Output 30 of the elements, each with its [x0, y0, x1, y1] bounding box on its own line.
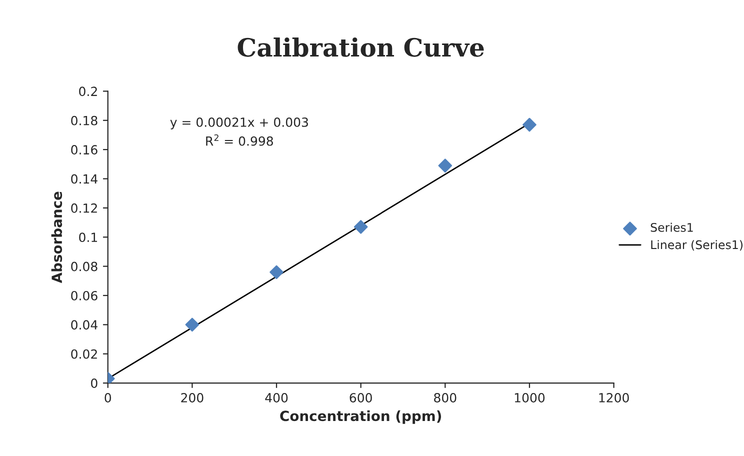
y-tick-label: 0.02: [71, 349, 97, 359]
y-tick-label: 0.04: [71, 320, 98, 330]
y-tick-label: 0.1: [79, 232, 98, 242]
x-axis-title: Concentration (ppm): [280, 410, 442, 424]
legend-label: Linear (Series1): [651, 240, 743, 251]
x-tick-label: 200: [181, 392, 204, 402]
x-tick-label: 400: [265, 392, 288, 402]
y-tick-label: 0.2: [79, 86, 97, 96]
x-tick-label: 0: [104, 392, 112, 402]
y-tick-label: 0.12: [71, 203, 97, 213]
y-tick-label: 0.08: [71, 262, 98, 272]
y-tick-label: 0.14: [71, 174, 98, 184]
y-tick-label: 0.18: [71, 116, 98, 126]
x-tick-label: 600: [350, 392, 372, 402]
point: [270, 265, 284, 280]
legend-label: Series1: [650, 222, 693, 232]
annotation: R$^{2}$ = 0.998: [206, 134, 273, 146]
x-tick-label: 1200: [599, 392, 629, 402]
y-tick-label: 0: [91, 378, 98, 388]
x-tick-label: 1000: [514, 392, 545, 402]
y-tick-label: 0.16: [71, 145, 98, 154]
point: [438, 158, 452, 173]
point: [354, 220, 368, 234]
y-tick-label: 0.06: [71, 290, 98, 300]
y-axis-title: Absorbance: [51, 192, 62, 284]
point: [185, 318, 200, 332]
point: [522, 118, 536, 132]
annotation: y = 0.00021x + 0.003: [170, 117, 308, 130]
x-tick-label: 800: [434, 392, 456, 402]
chart-title: Calibration Curve: [238, 37, 484, 57]
